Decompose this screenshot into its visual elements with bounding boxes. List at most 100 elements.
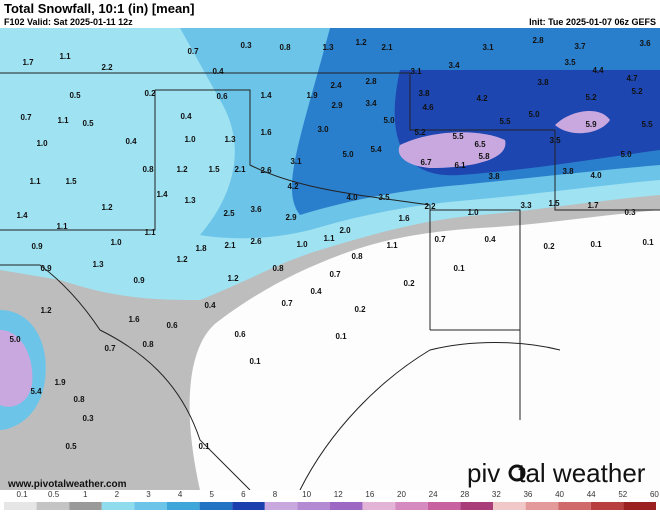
- snow-label: 6.7: [420, 158, 432, 167]
- snow-label: 1.0: [110, 238, 122, 247]
- snow-label: 1.5: [65, 177, 77, 186]
- snow-label: 0.5: [82, 119, 94, 128]
- snow-label: 1.0: [467, 208, 479, 217]
- snow-label: 2.5: [223, 209, 235, 218]
- snow-label: 1.0: [184, 135, 196, 144]
- snow-label: 0.7: [329, 270, 341, 279]
- snow-label: 0.7: [104, 344, 116, 353]
- snow-label: 4.0: [590, 171, 602, 180]
- snow-label: 4.2: [476, 94, 488, 103]
- snow-label: 2.1: [224, 241, 236, 250]
- snow-label: 3.7: [574, 42, 586, 51]
- snow-label: 1.2: [355, 38, 367, 47]
- snow-label: 2.8: [532, 36, 544, 45]
- colorbar-swatch: [264, 502, 298, 510]
- snow-label: 1.1: [144, 228, 156, 237]
- shade-purple-2: [555, 110, 610, 134]
- snow-label: 5.4: [30, 387, 42, 396]
- snow-label: 0.4: [310, 287, 322, 296]
- snow-label: 5.0: [620, 150, 632, 159]
- snow-label: 0.9: [31, 242, 43, 251]
- snow-label: 5.5: [499, 117, 511, 126]
- snow-label: 0.7: [20, 113, 32, 122]
- snow-label: 0.4: [212, 67, 224, 76]
- colorbar-tick-label: 0.1: [16, 490, 28, 499]
- colorbar-swatch: [297, 502, 330, 510]
- colorbar-swatch: [493, 502, 526, 510]
- snow-label: 1.0: [36, 139, 48, 148]
- snow-label: 2.4: [330, 81, 342, 90]
- init-time: Init: Tue 2025-01-07 06z GEFS: [529, 17, 656, 27]
- colorbar-tick-label: 44: [587, 490, 596, 499]
- snow-label: 5.2: [631, 87, 643, 96]
- snow-label: 0.8: [272, 264, 284, 273]
- snow-label: 5.4: [370, 145, 382, 154]
- snow-label: 1.7: [587, 201, 599, 210]
- snow-label: 1.0: [296, 240, 308, 249]
- colorbar-swatch: [167, 502, 200, 510]
- snow-label: 1.2: [176, 255, 188, 264]
- colorbar-swatch: [69, 502, 102, 510]
- snow-label: 3.5: [564, 58, 576, 67]
- snow-label: 0.8: [142, 165, 154, 174]
- snow-label: 1.7: [22, 58, 34, 67]
- snow-label: 0.6: [216, 92, 228, 101]
- colorbar-tick-label: 60: [650, 490, 659, 499]
- snow-label: 0.8: [351, 252, 363, 261]
- snow-label: 2.2: [101, 63, 113, 72]
- snow-label: 3.1: [482, 43, 494, 52]
- title: Total Snowfall, 10:1 (in) [mean]: [4, 1, 194, 16]
- snow-label: 1.6: [260, 128, 272, 137]
- snow-label: 0.7: [187, 47, 199, 56]
- colorbar-tick-label: 24: [429, 490, 438, 499]
- snow-label: 1.3: [92, 260, 104, 269]
- colorbar-swatch: [232, 502, 265, 510]
- snow-label: 5.5: [641, 120, 653, 129]
- snow-label: 0.8: [142, 340, 154, 349]
- footer-url: www.pivotalweather.com: [7, 479, 127, 490]
- colorbar-tick-label: 52: [618, 490, 627, 499]
- colorbar-swatch: [362, 502, 396, 510]
- colorbar-swatch: [4, 502, 37, 510]
- snow-label: 5.0: [342, 150, 354, 159]
- colorbar-tick-label: 1: [83, 490, 88, 499]
- logo-left-text: piv: [467, 458, 500, 488]
- colorbar-swatch: [590, 502, 624, 510]
- snow-label: 2.2: [424, 202, 436, 211]
- snow-label: 3.1: [410, 67, 422, 76]
- snow-label: 0.6: [166, 321, 178, 330]
- snow-label: 0.5: [69, 91, 81, 100]
- colorbar-swatch: [134, 502, 167, 510]
- snow-label: 1.2: [176, 165, 188, 174]
- snow-label: 0.2: [403, 279, 415, 288]
- snow-label: 2.9: [331, 101, 343, 110]
- snow-label: 2.9: [285, 213, 297, 222]
- snow-label: 3.0: [317, 125, 329, 134]
- snow-label: 3.1: [290, 157, 302, 166]
- colorbar-swatch: [460, 502, 493, 510]
- snow-label: 1.4: [260, 91, 272, 100]
- colorbar-tick-label: 3: [146, 490, 151, 499]
- snow-label: 1.1: [323, 234, 335, 243]
- snow-label: 0.3: [82, 414, 94, 423]
- snow-label: 2.1: [234, 165, 246, 174]
- colorbar-swatch: [199, 502, 233, 510]
- snow-label: 0.1: [453, 264, 465, 273]
- snow-label: 0.2: [354, 305, 366, 314]
- colorbar-swatch: [623, 502, 656, 510]
- snow-label: 0.2: [144, 89, 156, 98]
- snow-label: 1.4: [156, 190, 168, 199]
- snow-label: 0.6: [234, 330, 246, 339]
- snow-label: 3.4: [365, 99, 377, 108]
- snow-label: 0.8: [279, 43, 291, 52]
- snow-label: 3.6: [250, 205, 262, 214]
- colorbar-tick-label: 28: [460, 490, 469, 499]
- snow-label: 1.3: [184, 196, 196, 205]
- snow-label: 0.1: [249, 357, 261, 366]
- snow-label: 1.5: [208, 165, 220, 174]
- snow-label: 0.1: [590, 240, 602, 249]
- snow-label: 2.6: [250, 237, 262, 246]
- snow-label: 2.1: [381, 43, 393, 52]
